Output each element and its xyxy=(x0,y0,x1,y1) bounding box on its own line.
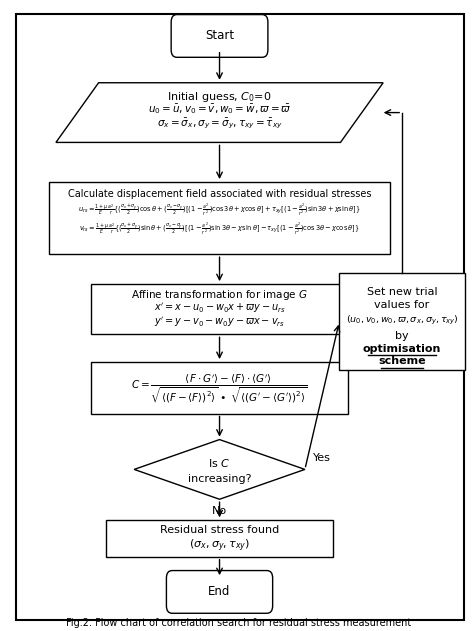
Text: scheme: scheme xyxy=(377,357,425,367)
Text: by: by xyxy=(395,331,408,341)
Text: $u_0=\bar{u}, v_0=\bar{v}, w_0=\bar{w}, \varpi=\bar{\varpi}$: $u_0=\bar{u}, v_0=\bar{v}, w_0=\bar{w}, … xyxy=(148,102,291,116)
Text: Yes: Yes xyxy=(312,453,330,463)
Text: $x'=x-u_0-w_0x+\varpi y-u_{rs}$: $x'=x-u_0-w_0x+\varpi y-u_{rs}$ xyxy=(153,301,285,315)
FancyBboxPatch shape xyxy=(91,284,347,334)
Text: increasing?: increasing? xyxy=(188,475,251,485)
Text: Is $C$: Is $C$ xyxy=(208,457,230,469)
FancyBboxPatch shape xyxy=(106,521,333,557)
Text: End: End xyxy=(208,586,230,598)
FancyBboxPatch shape xyxy=(166,570,272,613)
FancyBboxPatch shape xyxy=(171,15,268,57)
Polygon shape xyxy=(134,440,304,499)
Text: Set new trial: Set new trial xyxy=(366,286,436,297)
Text: $C=\dfrac{\langle F\cdot G^{\prime}\rangle - \langle F\rangle\cdot\langle G^{\pr: $C=\dfrac{\langle F\cdot G^{\prime}\rang… xyxy=(131,372,307,404)
Text: $v_{rs}=\frac{1+\mu}{E}\frac{a^2}{r}\{(\frac{\sigma_x+\sigma_y}{2})\sin\theta+(\: $v_{rs}=\frac{1+\mu}{E}\frac{a^2}{r}\{(\… xyxy=(79,221,359,237)
Text: values for: values for xyxy=(374,300,429,310)
Text: $(\sigma_x, \sigma_y, \tau_{xy})$: $(\sigma_x, \sigma_y, \tau_{xy})$ xyxy=(188,537,250,553)
Text: Affine transformation for image $G$: Affine transformation for image $G$ xyxy=(131,288,307,302)
Text: optimisation: optimisation xyxy=(362,344,440,354)
Text: Initial guess, $\mathit{C_0}$=0: Initial guess, $\mathit{C_0}$=0 xyxy=(167,90,271,104)
Text: $\sigma_x=\bar{\sigma}_x, \sigma_y=\bar{\sigma}_y, \tau_{xy}=\bar{\tau}_{xy}$: $\sigma_x=\bar{\sigma}_x, \sigma_y=\bar{… xyxy=(156,117,282,131)
FancyBboxPatch shape xyxy=(338,273,464,370)
Text: $(u_0, v_0, w_0, \varpi, \sigma_x, \sigma_y, \tau_{xy})$: $(u_0, v_0, w_0, \varpi, \sigma_x, \sigm… xyxy=(345,314,457,327)
Polygon shape xyxy=(56,83,382,143)
Text: $y'=y-v_0-w_0y-\varpi x-v_{rs}$: $y'=y-v_0-w_0y-\varpi x-v_{rs}$ xyxy=(154,315,285,329)
Text: No: No xyxy=(211,505,227,516)
Text: Calculate displacement field associated with residual stresses: Calculate displacement field associated … xyxy=(68,189,370,199)
Text: Start: Start xyxy=(205,30,234,42)
FancyBboxPatch shape xyxy=(49,182,389,254)
FancyBboxPatch shape xyxy=(91,362,347,413)
Text: $u_{rs}=\frac{1+\mu}{E}\frac{a^2}{r}\{(\frac{\sigma_x+\sigma_y}{2})\cos\theta+(\: $u_{rs}=\frac{1+\mu}{E}\frac{a^2}{r}\{(\… xyxy=(78,203,360,218)
FancyBboxPatch shape xyxy=(16,14,463,620)
Text: Fig.2. Flow chart of correlation search for residual stress measurement: Fig.2. Flow chart of correlation search … xyxy=(66,618,410,628)
Text: Residual stress found: Residual stress found xyxy=(159,526,278,535)
